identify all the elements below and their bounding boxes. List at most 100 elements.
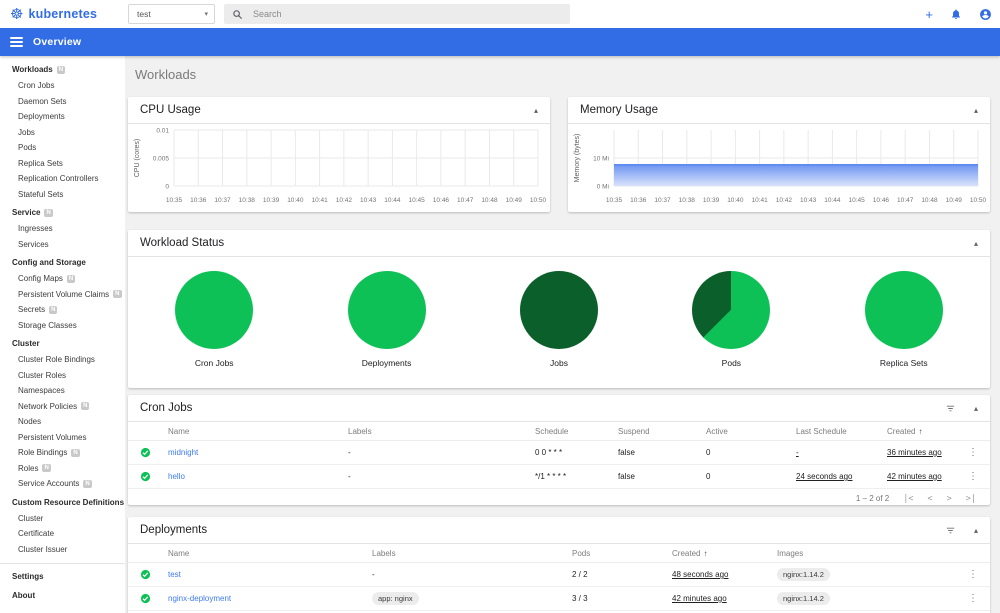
page-title: Workloads: [135, 67, 197, 82]
sidebar-item-replica-sets[interactable]: Replica Sets: [0, 156, 125, 172]
sidebar-item-cluster[interactable]: Cluster: [0, 511, 125, 527]
sidebar-item-label: Deployments: [18, 112, 65, 121]
sidebar-item-persistent-volumes[interactable]: Persistent Volumes: [0, 430, 125, 446]
collapse-chevron-icon[interactable]: ▴: [973, 403, 978, 413]
first-page-icon[interactable]: |<: [903, 493, 914, 504]
sidebar-item-label: Pods: [18, 143, 37, 152]
sidebar-item-cron-jobs[interactable]: Cron Jobs: [0, 78, 125, 94]
chevron-down-icon: ▾: [204, 11, 208, 18]
svg-text:10:47: 10:47: [457, 197, 474, 204]
svg-text:10:40: 10:40: [287, 197, 304, 204]
menu-hamburger-icon[interactable]: [10, 37, 23, 47]
column-header-suspend[interactable]: Suspend: [618, 427, 706, 436]
sidebar-section-custom-resource-definitions[interactable]: Custom Resource Definitions: [0, 494, 125, 511]
column-header-name[interactable]: Name: [168, 549, 372, 558]
sidebar-item-service-accounts[interactable]: Service Accounts N: [0, 476, 125, 492]
sidebar-item-jobs[interactable]: Jobs: [0, 125, 125, 141]
sidebar-section-config-and-storage[interactable]: Config and Storage: [0, 254, 125, 271]
svg-text:10:50: 10:50: [530, 197, 547, 204]
column-header-last-schedule[interactable]: Last Schedule: [796, 427, 887, 436]
filter-icon[interactable]: [945, 525, 956, 536]
kubernetes-logo[interactable]: ☸ kubernetes: [10, 0, 97, 28]
sidebar-item-storage-classes[interactable]: Storage Classes: [0, 318, 125, 334]
sidebar-item-network-policies[interactable]: Network Policies N: [0, 399, 125, 415]
sidebar-item-secrets[interactable]: Secrets N: [0, 302, 125, 318]
sidebar-section-workloads[interactable]: Workloads N: [0, 61, 125, 78]
sidebar-item-label: Role Bindings: [18, 448, 68, 457]
cell-name[interactable]: hello: [168, 472, 185, 481]
workload-pie-pods: Pods: [671, 271, 791, 368]
svg-text:10:37: 10:37: [654, 197, 671, 204]
sidebar-section-service[interactable]: Service N: [0, 204, 125, 221]
column-header-images[interactable]: Images: [777, 549, 954, 558]
sidebar-section-cluster[interactable]: Cluster: [0, 335, 125, 352]
column-header-label: Schedule: [535, 426, 569, 436]
sidebar-item-role-bindings[interactable]: Role Bindings N: [0, 445, 125, 461]
sidebar-item-about[interactable]: About: [0, 587, 125, 604]
previous-page-icon[interactable]: <: [927, 493, 933, 504]
cell-schedule: */1 * * * *: [535, 472, 567, 481]
notifications-bell-icon[interactable]: [950, 8, 962, 20]
column-header-schedule[interactable]: Schedule: [535, 427, 618, 436]
namespace-select-value: test: [137, 9, 151, 19]
svg-text:10:38: 10:38: [239, 197, 256, 204]
pie-chart-deployments: [347, 271, 426, 349]
user-account-icon[interactable]: [979, 8, 992, 21]
sidebar-item-settings[interactable]: Settings: [0, 568, 125, 585]
row-actions-kebab-icon[interactable]: ⋮: [968, 447, 978, 458]
sidebar-item-services[interactable]: Services: [0, 237, 125, 253]
collapse-chevron-icon[interactable]: ▴: [973, 105, 978, 115]
cron-jobs-pagination: 1 – 2 of 2 |< < > >|: [128, 489, 990, 505]
table-row: midnight - 0 0 * * * false 0 - 36 minutes ago ⋮: [128, 441, 990, 465]
column-header-labels[interactable]: Labels: [348, 427, 535, 436]
row-actions-kebab-icon[interactable]: ⋮: [968, 569, 978, 580]
namespace-select[interactable]: test ▾: [128, 4, 215, 24]
svg-text:10:36: 10:36: [630, 197, 647, 204]
cell-name[interactable]: midnight: [168, 448, 199, 457]
sidebar-item-replication-controllers[interactable]: Replication Controllers: [0, 171, 125, 187]
sidebar-item-stateful-sets[interactable]: Stateful Sets: [0, 187, 125, 203]
sidebar-item-pods[interactable]: Pods: [0, 140, 125, 156]
cell-name[interactable]: test: [168, 570, 181, 579]
column-header-pods[interactable]: Pods: [572, 549, 672, 558]
sidebar-item-namespaces[interactable]: Namespaces: [0, 383, 125, 399]
memory-usage-card: Memory Usage ▴ 10:35 10:36 10:37 10:38 10:39…: [568, 97, 990, 212]
row-actions-kebab-icon[interactable]: ⋮: [968, 471, 978, 482]
sidebar-item-deployments[interactable]: Deployments: [0, 109, 125, 125]
sidebar-item-cluster-role-bindings[interactable]: Cluster Role Bindings: [0, 352, 125, 368]
last-page-icon[interactable]: >|: [965, 493, 976, 504]
sidebar-item-roles[interactable]: Roles N: [0, 461, 125, 477]
sidebar-item-label: Cluster Issuer: [18, 544, 68, 554]
row-actions-kebab-icon[interactable]: ⋮: [968, 593, 978, 604]
sidebar-item-ingresses[interactable]: Ingresses: [0, 221, 125, 237]
sidebar-item-cluster-roles[interactable]: Cluster Roles: [0, 368, 125, 384]
column-header-created[interactable]: Created ↑: [887, 427, 954, 436]
sidebar-item-label: Storage Classes: [18, 320, 77, 330]
column-header-label: Created: [887, 426, 916, 436]
status-success-icon: [140, 471, 168, 482]
next-page-icon[interactable]: >: [946, 493, 952, 504]
filter-icon[interactable]: [945, 403, 956, 414]
sidebar-item-nodes[interactable]: Nodes: [0, 414, 125, 430]
sidebar-item-config-maps[interactable]: Config Maps N: [0, 271, 125, 287]
cell-name[interactable]: nginx-deployment: [168, 594, 232, 603]
search-input[interactable]: [253, 9, 562, 19]
column-header-label: Labels: [372, 548, 396, 558]
column-header-name[interactable]: Name: [168, 427, 348, 436]
column-header-active[interactable]: Active: [706, 427, 796, 436]
column-header-labels[interactable]: Labels: [372, 549, 572, 558]
collapse-chevron-icon[interactable]: ▴: [533, 105, 538, 115]
create-resource-plus-icon[interactable]: +: [925, 6, 933, 22]
cell-last_schedule: 24 seconds ago: [796, 472, 853, 481]
sidebar-item-persistent-volume-claims[interactable]: Persistent Volume Claims N: [0, 287, 125, 303]
sidebar-item-daemon-sets[interactable]: Daemon Sets: [0, 94, 125, 110]
search-icon: [232, 9, 243, 20]
memory-usage-title: Memory Usage: [580, 104, 658, 116]
sidebar-item-label: Daemon Sets: [18, 96, 67, 106]
sidebar-item-cluster-issuer[interactable]: Cluster Issuer: [0, 542, 125, 558]
collapse-chevron-icon[interactable]: ▴: [973, 525, 978, 535]
svg-text:0 Mi: 0 Mi: [597, 183, 609, 190]
collapse-chevron-icon[interactable]: ▴: [973, 238, 978, 248]
sidebar-item-certificate[interactable]: Certificate: [0, 526, 125, 542]
column-header-created[interactable]: Created ↑: [672, 549, 777, 558]
